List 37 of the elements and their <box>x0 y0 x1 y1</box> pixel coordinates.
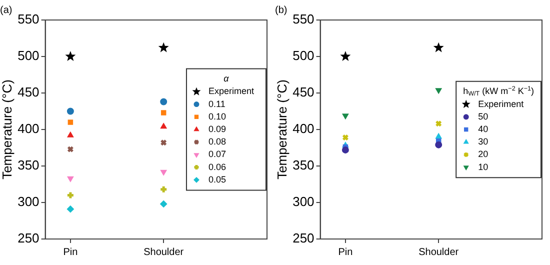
x-tick-label: Shoulder <box>144 246 184 258</box>
y-tick-label: 250 <box>18 230 40 246</box>
legend-label: 40 <box>478 124 488 134</box>
legend-label: 0.08 <box>208 136 226 147</box>
x-tick-label: Shoulder <box>418 246 460 258</box>
y-tick-label: 400 <box>292 121 314 136</box>
legend-label: 0.10 <box>208 111 226 122</box>
chart-title: (a) <box>0 4 12 16</box>
legend-label: 0.09 <box>208 124 226 134</box>
y-axis-title: Temperature (°C) <box>0 80 14 180</box>
y-tick-label: 450 <box>292 84 314 100</box>
y-tick-label: 300 <box>292 194 314 210</box>
x-tick-label: Pin <box>338 246 353 258</box>
y-tick-label: 500 <box>292 48 314 64</box>
y-tick-label: 400 <box>18 121 40 136</box>
y-tick-label: 550 <box>292 12 314 27</box>
legend-label: 0.06 <box>208 162 226 172</box>
legend-label: 10 <box>478 162 488 172</box>
legend-label: 0.07 <box>208 149 226 160</box>
legend-title: α <box>224 74 230 84</box>
legend-label: 0.05 <box>208 174 226 184</box>
y-axis-title: Temperature (°C) <box>274 80 290 180</box>
legend-label: 20 <box>478 149 488 160</box>
legend-label: 30 <box>478 136 488 147</box>
legend-label: 0.11 <box>208 98 226 109</box>
legend-label: 50 <box>478 111 488 122</box>
legend-label: Experiment <box>478 98 524 109</box>
x-tick-label: Pin <box>63 246 78 258</box>
y-tick-label: 350 <box>18 158 40 173</box>
chart-title: (b) <box>275 4 288 16</box>
legend-label: Experiment <box>208 86 254 96</box>
y-tick-label: 550 <box>18 12 40 27</box>
y-tick-label: 500 <box>18 48 40 64</box>
y-tick-label: 250 <box>292 230 314 246</box>
y-tick-label: 450 <box>18 84 40 100</box>
y-tick-label: 300 <box>18 194 40 210</box>
y-tick-label: 350 <box>292 158 314 173</box>
